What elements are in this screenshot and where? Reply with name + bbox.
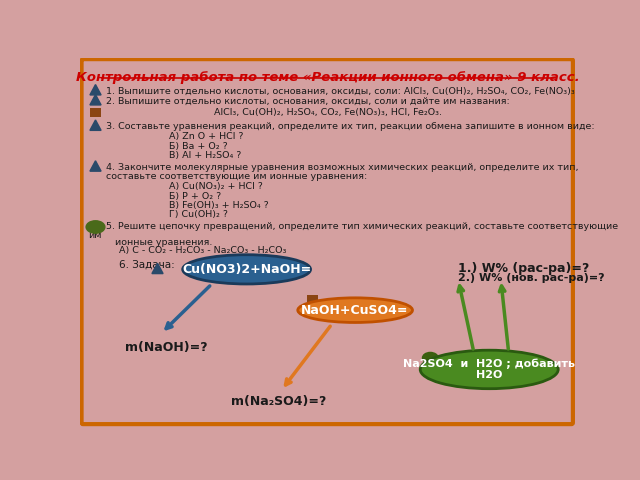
Text: m(NaOH)=?: m(NaOH)=?	[125, 341, 207, 354]
Text: им: им	[88, 231, 101, 240]
Ellipse shape	[420, 350, 558, 389]
Text: Б) P + O₂ ?: Б) P + O₂ ?	[169, 192, 221, 201]
Polygon shape	[90, 120, 101, 131]
Ellipse shape	[182, 255, 310, 284]
FancyBboxPatch shape	[90, 108, 100, 117]
Ellipse shape	[85, 220, 106, 234]
Text: 6. Задача:: 6. Задача:	[119, 259, 175, 269]
Polygon shape	[90, 161, 101, 171]
Text: Na2SO4  и  H2O ; добавить
H2O: Na2SO4 и H2O ; добавить H2O	[403, 359, 575, 381]
Polygon shape	[152, 263, 163, 274]
Text: ионные уравнения.: ионные уравнения.	[106, 238, 212, 247]
Text: NaOH+CuSO4=: NaOH+CuSO4=	[301, 304, 409, 317]
Text: составьте соответствующие им ионные уравнения:: составьте соответствующие им ионные урав…	[106, 172, 367, 181]
FancyBboxPatch shape	[307, 295, 318, 304]
Text: m(Na₂SO4)=?: m(Na₂SO4)=?	[231, 395, 326, 408]
Text: В) Fe(OH)₃ + H₂SO₄ ?: В) Fe(OH)₃ + H₂SO₄ ?	[169, 201, 269, 210]
FancyBboxPatch shape	[81, 59, 573, 424]
Text: 2.) W% (нов. рас-ра)=?: 2.) W% (нов. рас-ра)=?	[458, 273, 605, 283]
Polygon shape	[90, 95, 101, 105]
Text: 1.) W% (рас-ра)=?: 1.) W% (рас-ра)=?	[458, 262, 589, 275]
Text: А) Cu(NO₃)₂ + HCl ?: А) Cu(NO₃)₂ + HCl ?	[169, 182, 263, 192]
Text: 1. Выпишите отдельно кислоты, основания, оксиды, соли: AlCl₃, Cu(OH)₂, H₂SO₄, CO: 1. Выпишите отдельно кислоты, основания,…	[106, 87, 574, 96]
Text: В) Al + H₂SO₄ ?: В) Al + H₂SO₄ ?	[169, 151, 241, 160]
Text: Контрольная работа по теме «Реакции ионного обмена» 9 класс.: Контрольная работа по теме «Реакции ионн…	[76, 72, 580, 84]
Text: 3. Составьте уравнения реакций, определите их тип, реакции обмена запишите в ион: 3. Составьте уравнения реакций, определи…	[106, 122, 594, 132]
Text: А) C - CO₂ - H₂CO₃ - Na₂CO₃ - H₂CO₃: А) C - CO₂ - H₂CO₃ - Na₂CO₃ - H₂CO₃	[119, 246, 286, 255]
Ellipse shape	[422, 352, 439, 364]
Text: Г) Cu(OH)₂ ?: Г) Cu(OH)₂ ?	[169, 210, 228, 219]
Text: Б) Ba + O₂ ?: Б) Ba + O₂ ?	[169, 142, 228, 151]
Text: AlCl₃, Cu(OH)₂, H₂SO₄, CO₂, Fe(NO₃)₃, HCl, Fe₂O₃.: AlCl₃, Cu(OH)₂, H₂SO₄, CO₂, Fe(NO₃)₃, HC…	[214, 108, 442, 117]
Text: А) Zn O + HCl ?: А) Zn O + HCl ?	[169, 132, 244, 141]
Ellipse shape	[298, 298, 412, 323]
Text: 2. Выпишите отдельно кислоты, основания, оксиды, соли и дайте им названия:: 2. Выпишите отдельно кислоты, основания,…	[106, 97, 509, 106]
Text: Cu(NO3)2+NaOH=: Cu(NO3)2+NaOH=	[182, 263, 311, 276]
Polygon shape	[90, 84, 101, 95]
Text: 4. Закончите молекулярные уравнения возможных химических реакций, определите их : 4. Закончите молекулярные уравнения возм…	[106, 163, 578, 172]
Text: 5. Решите цепочку превращений, определите тип химических реакций, составьте соот: 5. Решите цепочку превращений, определит…	[106, 222, 618, 230]
